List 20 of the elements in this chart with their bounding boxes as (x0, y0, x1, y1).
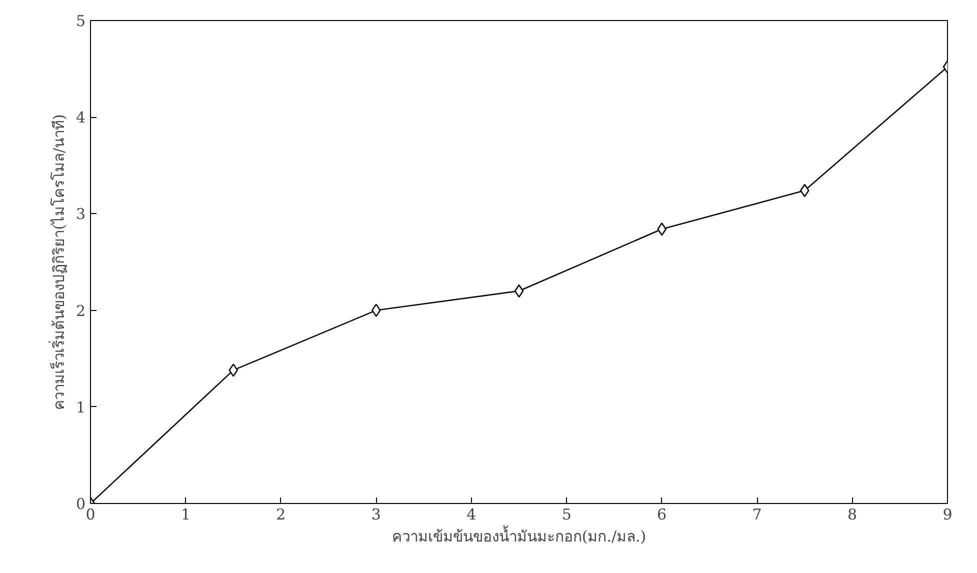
y-tick-label: 1 (76, 398, 86, 416)
point (657, 222, 666, 236)
point (372, 304, 381, 317)
x-tick-label: 3 (371, 506, 381, 524)
y-axis-title: ความเร็วเริ่มต้นของปฏิกิริยา(ไมโครโมล/นาที) (48, 114, 68, 410)
x-tick-label: 1 (180, 506, 190, 524)
y-tick-label: 5 (76, 12, 86, 30)
x-tick-label: 4 (466, 506, 476, 524)
x-tick-label: 7 (752, 506, 762, 524)
x-tick-label: 5 (562, 506, 572, 524)
y-tick-label: 4 (76, 108, 86, 127)
x-tick-label: 9 (942, 506, 952, 524)
y-tick-label: 3 (76, 205, 86, 224)
x-tick-label: 6 (657, 506, 667, 524)
point (228, 364, 238, 377)
point (514, 284, 524, 298)
x-tick-label: 8 (848, 506, 858, 524)
y-tick-label: 2 (76, 302, 86, 320)
x-tick-label: 2 (276, 506, 286, 524)
x-axis-title: ความเข้มข้นของน้ำมันมะกอก(มก./มล.) (392, 526, 646, 546)
